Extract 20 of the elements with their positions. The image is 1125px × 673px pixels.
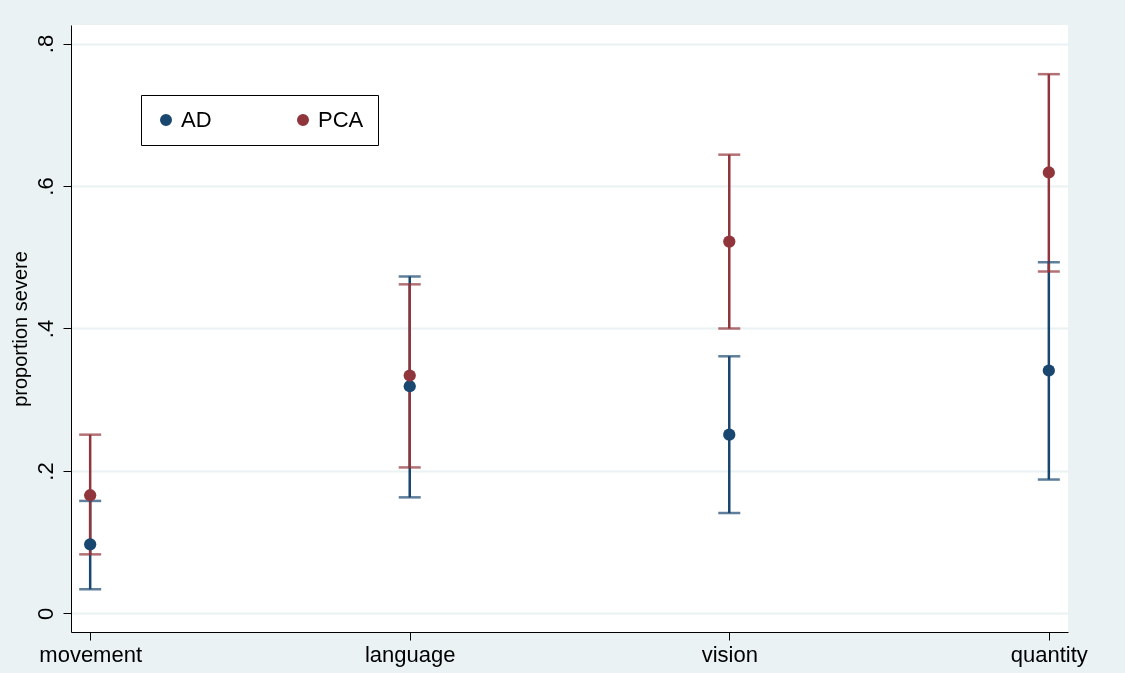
point xyxy=(403,369,416,382)
y-tick-label: .2 xyxy=(32,462,58,481)
y-tick-label: .4 xyxy=(32,319,58,339)
point xyxy=(723,235,736,248)
x-tick-label: vision xyxy=(701,641,758,667)
y-axis-title: proportion severe xyxy=(8,251,31,407)
legend-label: AD xyxy=(181,107,212,132)
point xyxy=(1042,166,1055,179)
x-tick-label: movement xyxy=(39,641,143,667)
y-tick-label: 0 xyxy=(32,607,58,621)
y-tick-label: .6 xyxy=(32,177,58,196)
y-tick-label: .8 xyxy=(32,34,58,54)
point xyxy=(1042,364,1055,377)
point xyxy=(723,428,736,441)
x-tick-label: language xyxy=(364,641,456,667)
legend-label: PCA xyxy=(318,107,364,132)
point xyxy=(403,380,416,393)
x-tick-label: quantity xyxy=(1010,641,1088,667)
point xyxy=(84,538,97,551)
point xyxy=(84,489,97,502)
